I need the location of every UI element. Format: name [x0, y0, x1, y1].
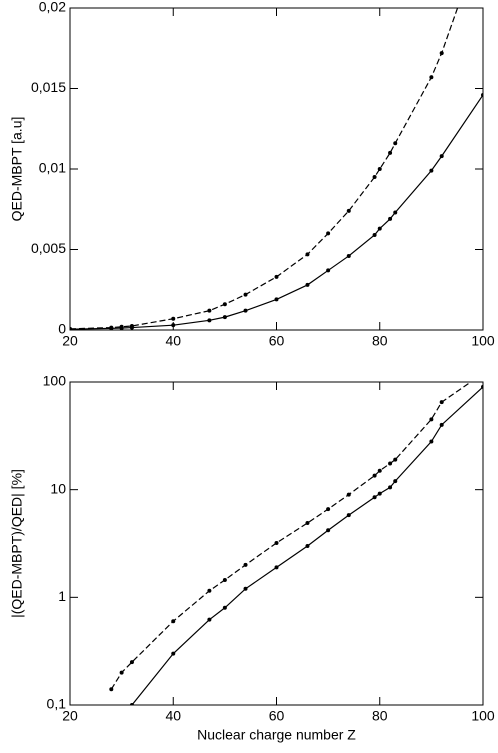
y-tick-label: 0,015	[31, 79, 66, 95]
y-tick-label: 100	[43, 373, 67, 389]
point	[346, 208, 351, 213]
point	[222, 577, 227, 582]
point	[274, 297, 279, 302]
point	[129, 660, 134, 665]
point	[222, 302, 227, 307]
point	[207, 308, 212, 313]
point	[377, 468, 382, 473]
y-tick-label: 0,1	[47, 696, 67, 712]
point	[439, 400, 444, 405]
y-tick-label: 10	[50, 480, 66, 496]
y-tick-label: 1	[58, 588, 66, 604]
y-tick-label: 0,01	[39, 160, 66, 176]
point	[222, 315, 227, 320]
y-axis-label: |(QED-MBPT)/QED| [%]	[9, 469, 25, 618]
plot	[70, 8, 483, 330]
series-line	[70, 94, 483, 330]
point	[377, 226, 382, 231]
point	[171, 651, 176, 656]
point	[274, 565, 279, 570]
point	[393, 210, 398, 215]
point	[305, 521, 310, 526]
point	[243, 586, 248, 591]
point	[429, 75, 434, 80]
point	[388, 150, 393, 155]
point	[207, 318, 212, 323]
x-axis-label: Nuclear charge number Z	[197, 727, 356, 743]
x-tick-label: 80	[372, 333, 388, 349]
point	[305, 282, 310, 287]
x-tick-label: 20	[62, 333, 78, 349]
frame	[69, 381, 484, 706]
point	[222, 605, 227, 610]
point	[274, 274, 279, 279]
series-line	[131, 386, 483, 705]
point	[439, 422, 444, 427]
point	[372, 175, 377, 180]
point	[171, 619, 176, 624]
point	[171, 316, 176, 321]
point	[429, 439, 434, 444]
point	[346, 253, 351, 258]
point	[388, 485, 393, 490]
point	[326, 231, 331, 236]
frame	[69, 7, 484, 331]
point	[119, 324, 124, 329]
point	[481, 371, 485, 375]
point	[429, 417, 434, 422]
point	[274, 540, 279, 545]
point	[326, 268, 331, 273]
y-axis-label: QED-MBPT [a.u]	[9, 117, 25, 222]
point	[326, 507, 331, 512]
plot	[109, 371, 485, 705]
x-tick-label: 80	[372, 708, 388, 724]
point	[207, 617, 212, 622]
point	[372, 473, 377, 478]
point	[129, 323, 134, 328]
point	[393, 479, 398, 484]
point	[243, 562, 248, 567]
point	[372, 233, 377, 238]
x-tick-label: 60	[269, 708, 285, 724]
point	[429, 168, 434, 173]
point	[109, 687, 114, 692]
point	[377, 491, 382, 496]
point	[243, 308, 248, 313]
series-line	[70, 8, 459, 330]
point	[393, 141, 398, 146]
point	[388, 216, 393, 221]
point	[243, 292, 248, 297]
point	[439, 51, 444, 56]
y-tick-label: 0	[58, 321, 66, 337]
x-tick-label: 60	[269, 333, 285, 349]
point	[346, 513, 351, 518]
point	[305, 252, 310, 257]
x-tick-label: 40	[165, 708, 181, 724]
series-line	[110, 382, 472, 690]
point	[207, 588, 212, 593]
point	[393, 457, 398, 462]
x-tick-label: 100	[471, 333, 495, 349]
point	[119, 670, 124, 675]
point	[377, 167, 382, 171]
point	[372, 495, 377, 500]
point	[326, 528, 331, 533]
point	[439, 154, 444, 159]
point	[346, 492, 351, 497]
point	[388, 461, 393, 466]
x-tick-label: 40	[165, 333, 181, 349]
x-tick-label: 20	[62, 708, 78, 724]
y-tick-label: 0,02	[39, 0, 66, 15]
y-tick-label: 0,005	[31, 240, 66, 256]
point	[109, 325, 114, 330]
point	[305, 543, 310, 548]
x-tick-label: 100	[471, 708, 495, 724]
